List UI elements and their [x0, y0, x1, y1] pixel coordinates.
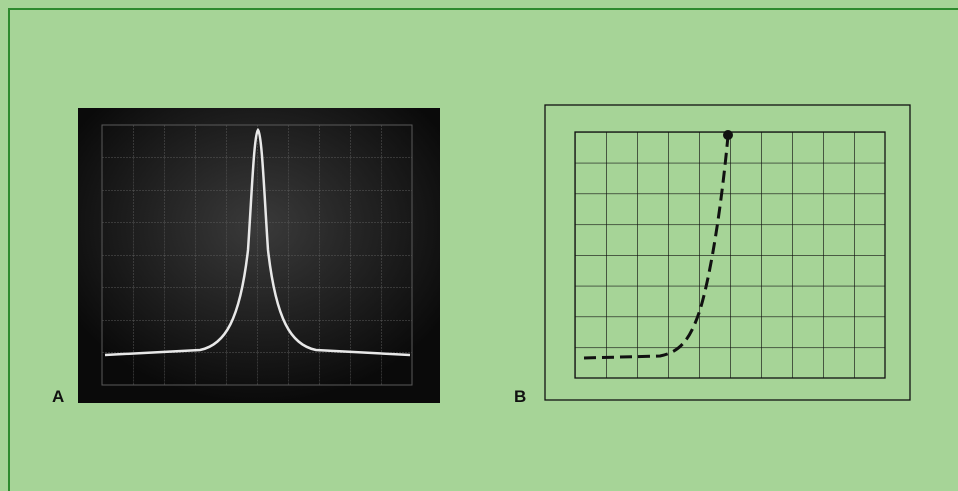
trace-dot — [723, 130, 733, 140]
graticule-frame — [544, 104, 911, 401]
panel-b: B — [514, 104, 911, 406]
scope-grid — [102, 125, 412, 385]
scope-grid-border — [101, 124, 413, 386]
graticule-grid — [575, 132, 885, 378]
scope-trace — [104, 127, 411, 357]
sketch-trace — [583, 135, 730, 360]
panel-a: A — [52, 108, 440, 406]
panel-label: A — [52, 387, 64, 406]
panel-label: B — [514, 387, 526, 406]
frame-border — [8, 8, 958, 491]
